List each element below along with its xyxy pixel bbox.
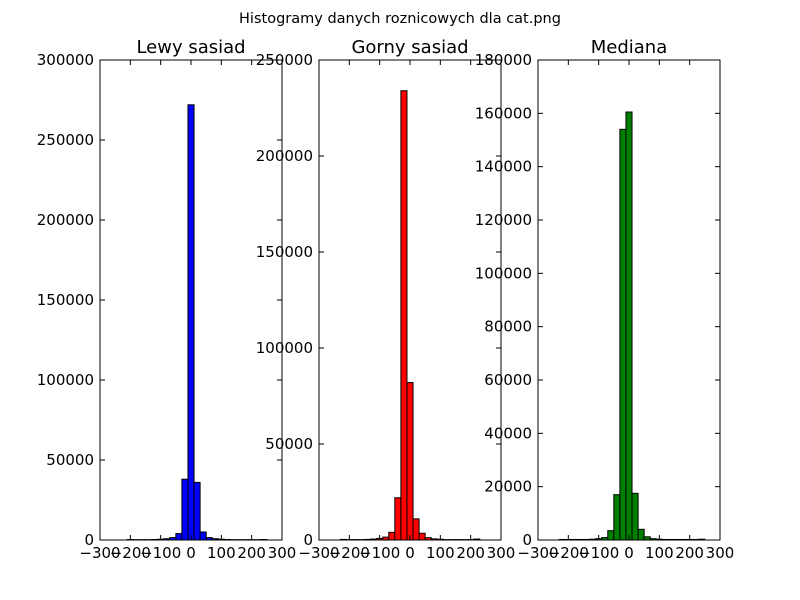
histogram-bar [199, 531, 207, 541]
y-tick-label: 250000 [37, 131, 94, 149]
x-tick-label: 100 [645, 544, 674, 562]
histogram-bar [637, 528, 645, 541]
y-tick-label: 100000 [256, 339, 313, 357]
x-tick-label: 200 [237, 544, 266, 562]
histogram-bar [613, 494, 621, 541]
x-tick-label: −100 [359, 544, 400, 562]
y-tick-label: 140000 [475, 158, 532, 176]
x-tick-label: 300 [268, 544, 297, 562]
histogram-bar [394, 497, 402, 541]
y-tick-label: 0 [84, 531, 94, 549]
subplot-title: Lewy sasiad [136, 37, 245, 58]
subplot-3: −300−200−100 0 100 200 300020000400006000080… [475, 37, 735, 562]
x-tick-label: −200 [548, 544, 589, 562]
histogram-bar [193, 481, 201, 541]
y-tick-label: 0 [522, 531, 532, 549]
x-tick-label: 200 [456, 544, 485, 562]
subplot-1: −300−200−100 0 100 200 300 0 50000 100000 150000… [37, 37, 297, 562]
y-tick-label: 120000 [475, 211, 532, 229]
subplot-2: −300−200−100 0 100 200 300050000100000150000… [256, 37, 516, 562]
y-tick-label: 180000 [475, 51, 532, 69]
x-tick-label: 300 [487, 544, 516, 562]
histogram-bar [181, 478, 189, 541]
histogram-bar [175, 533, 183, 541]
y-tick-label: 200000 [256, 147, 313, 165]
y-tick-label: 160000 [475, 104, 532, 122]
histogram-bar [400, 90, 408, 541]
y-tick-label: 0 [303, 531, 313, 549]
x-tick-label: −200 [329, 544, 370, 562]
x-tick-label: 0 [405, 544, 415, 562]
y-tick-label: 150000 [37, 291, 94, 309]
x-tick-label: 300 [706, 544, 735, 562]
histogram-bar [388, 531, 396, 541]
y-tick-label: 100000 [475, 264, 532, 282]
x-tick-label: 0 [186, 544, 196, 562]
histogram-bar [631, 492, 639, 541]
y-tick-label: 50000 [46, 451, 94, 469]
histogram-bar [406, 382, 414, 541]
y-tick-label: 40000 [484, 424, 532, 442]
histogram-bar [619, 128, 627, 541]
x-tick-label: −200 [110, 544, 151, 562]
histogram-bar [607, 530, 615, 541]
subplot-title: Gorny sasiad [351, 37, 468, 58]
histogram-bar [412, 518, 420, 541]
histogram-bar [187, 104, 195, 541]
subplots: −300−200−100 0 100 200 300050000100000150000… [37, 37, 735, 562]
x-tick-label: 100 [207, 544, 236, 562]
y-tick-label: 80000 [484, 318, 532, 336]
y-tick-label: 60000 [484, 371, 532, 389]
y-tick-label: 200000 [37, 211, 94, 229]
x-tick-label: −300 [79, 544, 120, 562]
x-tick-label: 0 [624, 544, 634, 562]
x-tick-label: 200 [675, 544, 704, 562]
figure-title: Histogramy danych roznicowych dla cat.pn… [239, 11, 561, 27]
histogram-bar [418, 532, 426, 541]
y-tick-label: 50000 [265, 435, 313, 453]
y-tick-label: 250000 [256, 51, 313, 69]
x-tick-label: −300 [517, 544, 558, 562]
x-tick-label: −300 [298, 544, 339, 562]
x-tick-label: −100 [578, 544, 619, 562]
y-tick-label: 100000 [37, 371, 94, 389]
subplot-title: Mediana [591, 37, 668, 58]
x-tick-label: 100 [426, 544, 455, 562]
y-tick-label: 20000 [484, 478, 532, 496]
y-tick-label: 300000 [37, 51, 94, 69]
x-tick-label: −100 [140, 544, 181, 562]
y-tick-label: 150000 [256, 243, 313, 261]
histogram-bar [625, 111, 633, 541]
